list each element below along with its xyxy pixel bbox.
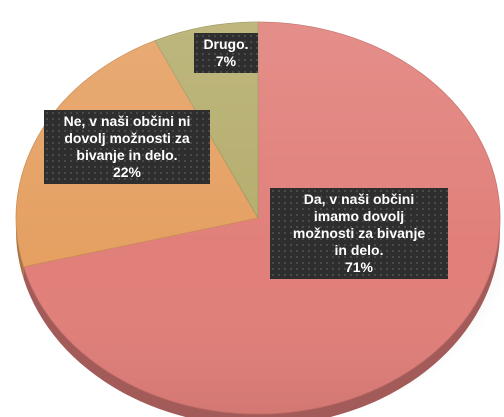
- data-label-ne-line-2: dovolj možnosti za: [64, 130, 190, 146]
- data-label-drugo-value: 7%: [215, 53, 237, 69]
- data-label-ne: Ne, v naši občini ni dovolj možnosti za …: [44, 110, 210, 184]
- data-label-drugo: Drugo. 7%: [194, 33, 258, 73]
- data-label-ne-line-3: bivanje in delo.: [76, 147, 178, 163]
- data-label-da-line-2: imamo dovolj: [313, 208, 405, 224]
- data-label-da-line-3: možnosti za bivanje: [292, 225, 426, 241]
- data-label-da-line-4: in delo.: [334, 242, 384, 258]
- data-label-ne-value: 22%: [112, 164, 142, 180]
- data-label-da: Da, v naši občini imamo dovolj možnosti …: [270, 188, 448, 279]
- data-label-ne-line-1: Ne, v naši občini ni: [63, 113, 191, 129]
- data-label-da-value: 71%: [344, 259, 374, 275]
- data-label-drugo-line-1: Drugo.: [203, 36, 249, 52]
- data-label-da-line-1: Da, v naši občini: [303, 191, 415, 207]
